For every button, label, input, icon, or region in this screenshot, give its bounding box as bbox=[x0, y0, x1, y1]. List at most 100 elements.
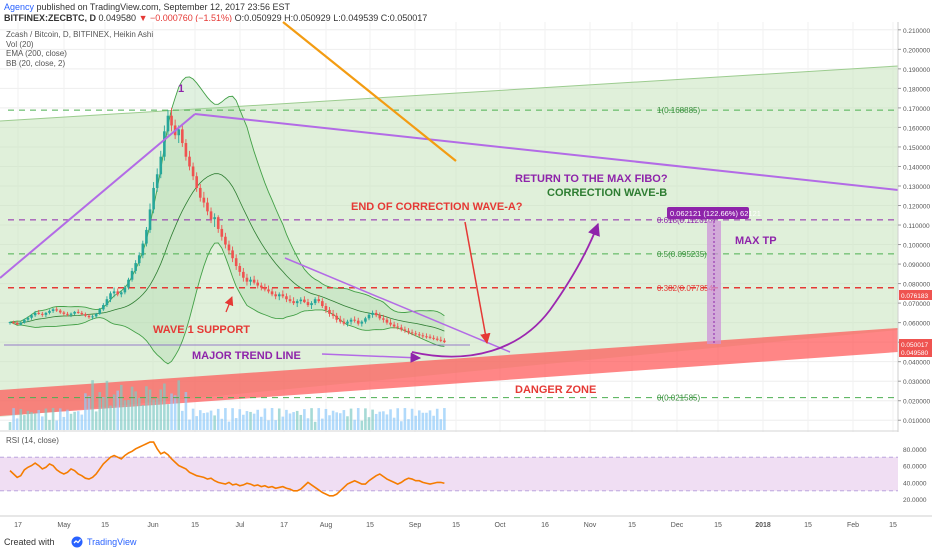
drawings bbox=[0, 21, 899, 363]
candle-body bbox=[346, 321, 349, 324]
candle-body bbox=[328, 309, 331, 314]
volume-bar bbox=[292, 412, 295, 430]
volume-bar bbox=[313, 421, 317, 430]
wave-b-projection-arrow bbox=[411, 222, 600, 358]
volume-bar bbox=[342, 410, 346, 430]
candle-body bbox=[137, 255, 141, 264]
chart-legend: Zcash / Bitcoin, D, BITFINEX, Heikin Ash… bbox=[6, 30, 153, 68]
candle-body bbox=[119, 292, 123, 295]
candle-body bbox=[292, 301, 295, 304]
volume-bar bbox=[19, 409, 23, 430]
volume-bar bbox=[209, 410, 213, 430]
candle-body bbox=[184, 143, 188, 157]
volume-bar bbox=[231, 408, 234, 430]
price-tick-label: 0.020000 bbox=[903, 399, 930, 406]
volume-bar bbox=[306, 418, 310, 430]
volume-bar bbox=[385, 414, 389, 430]
fib-label-1: 1(0.168885) bbox=[657, 106, 700, 115]
time-tick-label: 16 bbox=[541, 522, 549, 529]
candle-body bbox=[428, 336, 432, 338]
candle-body bbox=[335, 315, 338, 320]
volume-bar bbox=[428, 410, 432, 430]
rsi-tick-label: 80.0000 bbox=[903, 447, 927, 454]
time-tick-label: Nov bbox=[584, 522, 597, 529]
volume-bar bbox=[267, 420, 270, 430]
volume-bar bbox=[112, 394, 116, 430]
danger-zone-band bbox=[0, 328, 898, 416]
candle-body bbox=[432, 337, 435, 339]
time-tick-label: 15 bbox=[452, 522, 460, 529]
rsi-legend[interactable]: RSI (14, close) bbox=[6, 436, 59, 445]
symbol: BITFINEX:ZECBTC, D bbox=[4, 13, 96, 23]
candle-body bbox=[342, 321, 346, 324]
volume-bar bbox=[371, 409, 374, 430]
legend-bb[interactable]: BB (20, close, 2) bbox=[6, 58, 66, 68]
volume-bar bbox=[245, 411, 249, 430]
candle-body bbox=[30, 315, 33, 318]
volume-bar bbox=[66, 409, 69, 430]
volume-bar bbox=[170, 393, 173, 430]
price-badge-bg bbox=[899, 339, 932, 349]
candle-body bbox=[188, 156, 191, 167]
bollinger-bands bbox=[9, 76, 445, 365]
volume-bar bbox=[173, 395, 177, 430]
price-tick-label: 0.200000 bbox=[903, 47, 930, 54]
volume-bar bbox=[367, 417, 371, 430]
candle-body bbox=[421, 335, 425, 337]
volume-bar bbox=[378, 411, 382, 430]
volume-bar bbox=[364, 408, 367, 430]
volume-bar bbox=[87, 395, 91, 430]
time-axis[interactable]: 17 May 15 Jun 15 Jul 17 Aug 15 Sep 15 Oct 16 Nov 15 Dec… bbox=[0, 515, 932, 534]
danger-zone-label: DANGER ZONE bbox=[515, 384, 596, 396]
time-tick-label: Dec bbox=[671, 522, 684, 529]
candle-body bbox=[48, 310, 51, 313]
volume-bar bbox=[288, 413, 292, 430]
candle-body bbox=[435, 338, 439, 340]
candle-body bbox=[206, 202, 209, 212]
rsi-pane: 80.0000 60.0000 40.0000 20.0000 bbox=[0, 432, 932, 516]
wedge-top-line bbox=[284, 257, 511, 353]
open-value: O:0.050929 bbox=[234, 13, 282, 23]
volume-bar bbox=[191, 408, 195, 430]
volume-bar bbox=[206, 412, 209, 430]
time-tick-label: 15 bbox=[191, 522, 199, 529]
header: Agency published on TradingView.com, Sep… bbox=[0, 0, 932, 23]
legend-ema[interactable]: EMA (200, close) bbox=[6, 49, 67, 58]
time-tick-label: Sep bbox=[409, 522, 422, 529]
correction-wave-b-label: CORRECTION WAVE-B bbox=[547, 187, 667, 199]
price-tick-label: 0.030000 bbox=[903, 379, 930, 386]
candle-body bbox=[163, 131, 166, 157]
candle-body bbox=[270, 291, 274, 295]
tradingview-brand[interactable]: TradingView bbox=[87, 537, 137, 547]
candle-body bbox=[410, 332, 414, 334]
end-of-correction-label: END OF CORRECTION WAVE-A? bbox=[351, 201, 523, 213]
candle-body bbox=[15, 323, 19, 325]
published-text: published on TradingView.com, September … bbox=[36, 2, 291, 12]
candle-body bbox=[166, 115, 170, 132]
publisher-link[interactable]: Agency bbox=[4, 2, 35, 12]
candle-body bbox=[338, 319, 342, 322]
volume-bar bbox=[256, 409, 260, 430]
volume-bar bbox=[432, 415, 435, 430]
major-trend-line-label: MAJOR TREND LINE bbox=[192, 350, 301, 362]
time-tick-label: Feb bbox=[847, 522, 859, 529]
bb-fill bbox=[10, 76, 445, 364]
volume-bar bbox=[328, 415, 331, 430]
legend-vol[interactable]: Vol (20) bbox=[6, 39, 34, 49]
created-with-text: Created with bbox=[4, 537, 55, 547]
candle-body bbox=[66, 313, 69, 315]
bb-lower-line bbox=[9, 242, 445, 365]
volume-bars bbox=[8, 380, 446, 430]
candle-body bbox=[306, 302, 310, 306]
candle-body bbox=[364, 318, 367, 322]
candle-body bbox=[331, 313, 335, 316]
time-tick-label: 2018 bbox=[755, 522, 771, 529]
price-tick-label: 0.110000 bbox=[903, 223, 930, 230]
candle-body bbox=[73, 311, 76, 314]
volume-bar bbox=[260, 416, 263, 430]
volume-bar bbox=[148, 389, 152, 430]
time-tick-label: Jul bbox=[236, 522, 245, 529]
price-tick-label: 0.090000 bbox=[903, 262, 930, 269]
candle-body bbox=[224, 236, 227, 245]
